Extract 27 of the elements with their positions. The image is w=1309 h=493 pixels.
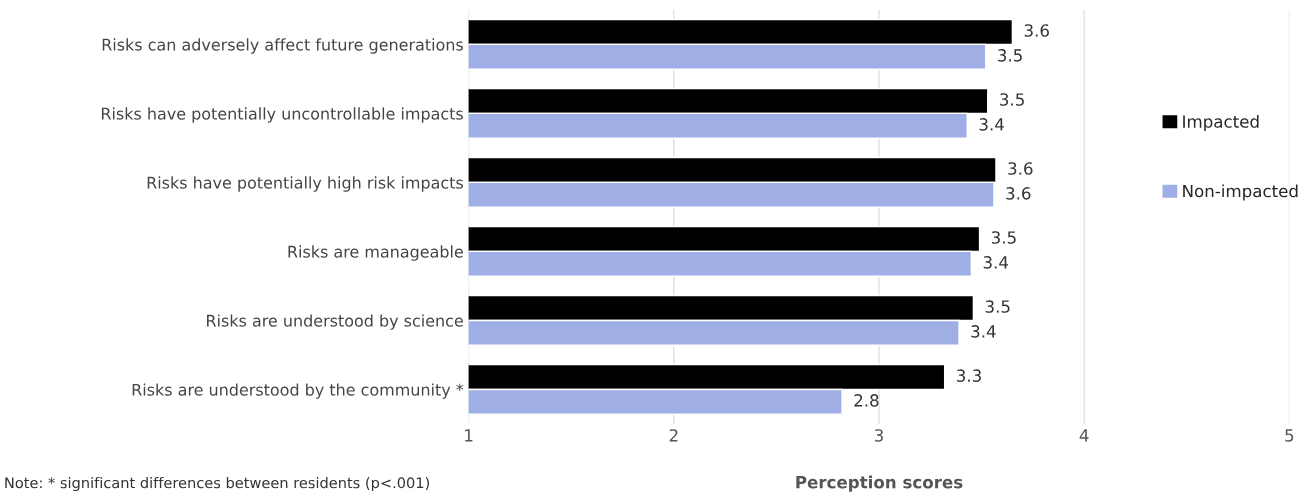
y-tick-label: Risks are manageable <box>288 245 463 261</box>
x-tick-label: 2 <box>669 429 678 442</box>
data-label: 3.5 <box>991 231 1016 244</box>
y-tick-label: Risks are understood by science <box>207 314 463 330</box>
data-label: 3.6 <box>1024 24 1049 37</box>
legend-label: Impacted <box>1183 114 1259 132</box>
data-label: 3.3 <box>957 369 981 382</box>
x-axis-title: Perception scores <box>796 475 963 492</box>
data-label: 3.4 <box>983 256 1009 269</box>
data-label: 3.4 <box>979 118 1004 131</box>
y-tick-label: Risks have potentially uncontrollable impacts <box>101 107 463 123</box>
y-tick-label: Risks have potentially high risk impacts <box>147 176 463 192</box>
data-label: 3.5 <box>998 49 1022 62</box>
x-tick-label: 4 <box>1079 429 1089 442</box>
x-tick-label: 3 <box>874 429 883 442</box>
y-tick-label: Risks can adversely affect future generations <box>102 38 463 54</box>
x-tick-label: 1 <box>465 429 473 442</box>
x-tick-label: 5 <box>1285 429 1294 442</box>
data-label: 2.8 <box>854 394 879 407</box>
text: Note: * significant differences between residents (p<.001) <box>5 476 429 492</box>
y-tick-label: Risks are understood by the community * <box>132 383 464 399</box>
data-label: 3.6 <box>1006 187 1031 200</box>
legend-label: Non-impacted <box>1183 184 1298 201</box>
data-label: 3.4 <box>971 325 996 338</box>
data-label: 3.5 <box>985 300 1010 313</box>
data-label: 3.6 <box>1008 162 1033 175</box>
data-label: 3.5 <box>1000 93 1024 106</box>
